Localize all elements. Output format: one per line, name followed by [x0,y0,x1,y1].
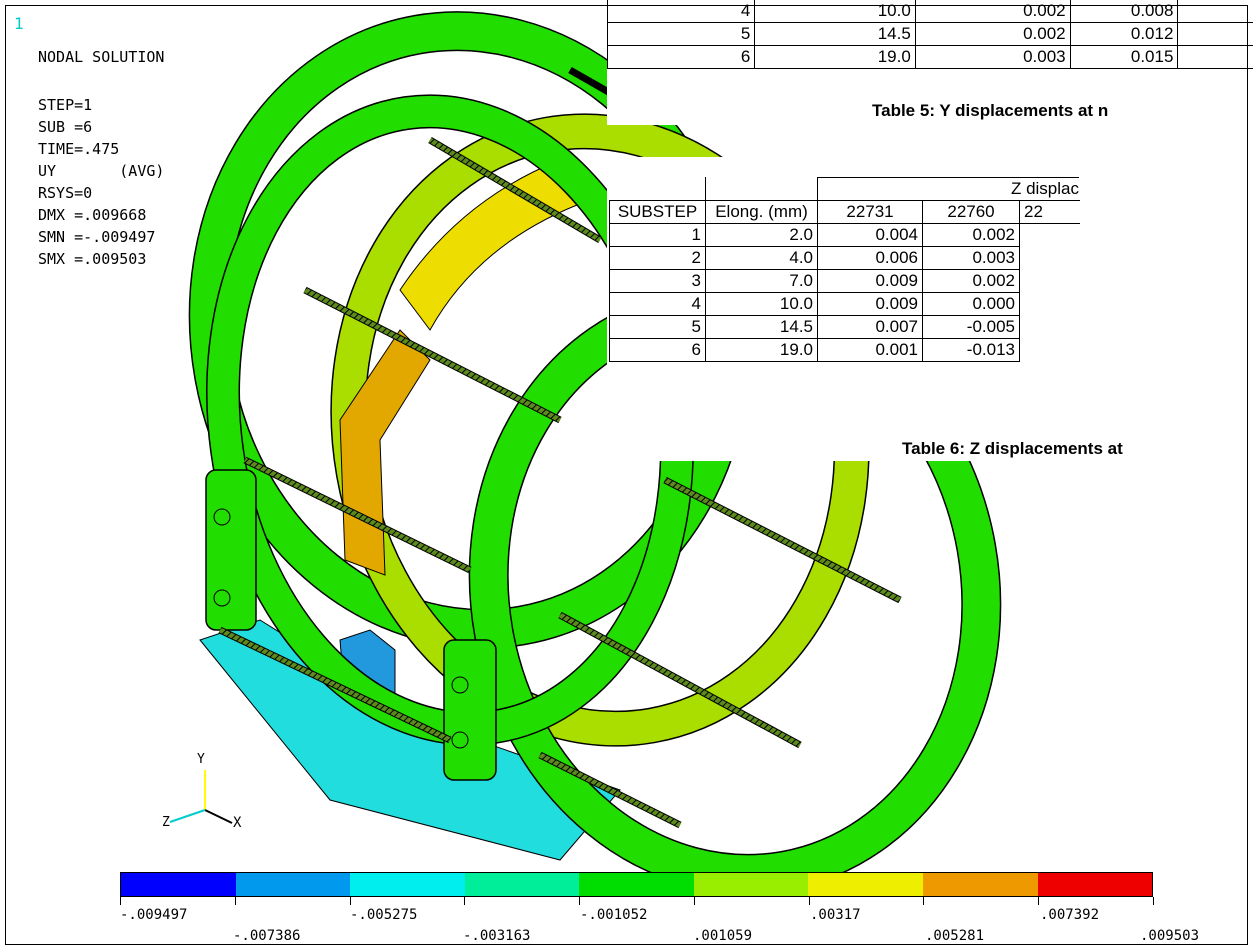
table-5: 4 10.0 0.002 0.008 5 14.5 0.002 0.012 6 … [606,0,1253,125]
legend-tick [120,897,121,905]
table-row: 2 4.0 0.006 0.003 [609,246,1080,270]
legend-swatch [693,873,809,896]
table-row: 1 2.0 0.004 0.002 [609,223,1080,247]
legend-swatch [579,873,694,896]
legend-label-bottom-4: .005281 [925,928,985,944]
rsys-line: RSYS=0 [38,184,93,202]
legend-label-top-5: .007392 [1040,907,1100,923]
bottom-band [199,619,621,861]
sub-line: SUB =6 [38,118,93,136]
triad-x-label: X [233,815,242,831]
table-row: 3 7.0 0.009 0.002 [609,269,1080,293]
legend-tick [1038,897,1040,905]
legend-label-top-3: -.001052 [580,907,648,923]
table-row: 4 10.0 0.009 0.000 [609,292,1080,316]
window-number: 1 [14,14,24,33]
legend-tick [923,897,925,905]
hatched-rods-fill [218,137,902,828]
table-row: 6 19.0 0.001 -0.013 [609,338,1080,362]
smn-line: SMN =-.009497 [38,228,156,246]
contour-legend [120,872,1153,897]
table-6-caption: Table 6: Z displacements at [902,439,1123,458]
axis-triad [169,770,233,824]
legend-label-top-2: -.005275 [350,907,418,923]
legend-swatch [1037,873,1153,896]
legend-swatch [235,873,351,896]
legend-swatch [808,873,923,896]
triad-z-label: Z [162,815,170,830]
legend-label-bottom-1: -.007386 [233,928,301,944]
legend-tick [1153,897,1154,905]
legend-label-bottom-5: .009503 [1140,928,1200,944]
table-row: 5 14.5 0.007 -0.005 [609,315,1080,339]
triad-y-label: Y [197,752,205,767]
table-row: 5 14.5 0.002 0.012 [606,22,1253,46]
legend-label-top-4: .00317 [810,907,861,923]
legend-swatch [922,873,1038,896]
clamp-blocks [205,469,497,781]
legend-swatch [464,873,580,896]
step-line: STEP=1 [38,96,93,114]
legend-swatch [121,873,236,896]
legend-label-top-1: -.009497 [120,907,188,923]
table-5-caption: Table 5: Y displacements at n [872,101,1109,120]
legend-label-bottom-3: .001059 [693,928,753,944]
legend-tick [464,897,466,905]
legend-tick [349,897,351,905]
table-6: Z displac SUBSTEP Elong. (mm) 22731 2276… [607,157,1253,461]
dmx-line: DMX =.009668 [38,206,147,224]
legend-tick [808,897,810,905]
table-header-row: SUBSTEP Elong. (mm) 22731 22760 22 [609,200,1080,224]
table-row: 6 19.0 0.003 0.015 [606,45,1253,69]
uy-line: UY (AVG) [38,162,165,180]
table-6-group-header: Z displac [817,177,1080,201]
table-row: 4 10.0 0.002 0.008 [606,0,1253,23]
table-row: Z displac [609,177,1080,201]
legend-ticks [120,897,1154,905]
solution-title: NODAL SOLUTION [38,48,165,66]
legend-tick [234,897,236,905]
legend-tick [579,897,581,905]
smx-line: SMX =.009503 [38,250,147,268]
time-line: TIME=.475 [38,140,120,158]
legend-label-bottom-2: -.003163 [463,928,531,944]
legend-swatch [350,873,465,896]
legend-tick [693,897,695,905]
